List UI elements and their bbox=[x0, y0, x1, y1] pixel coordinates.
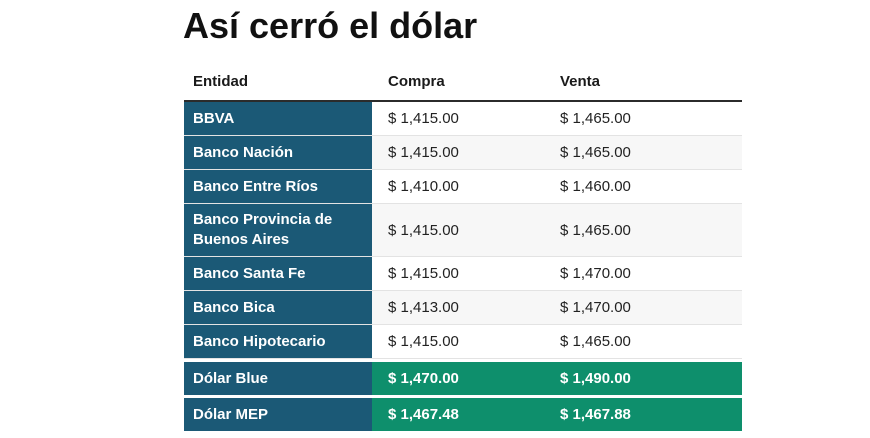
row-buy: $ 1,415.00 bbox=[372, 204, 544, 256]
row-entity: Dólar MEP bbox=[184, 398, 372, 431]
table-header: Entidad Compra Venta bbox=[184, 62, 742, 102]
row-entity: Dólar Blue bbox=[184, 362, 372, 395]
table-row: Banco Hipotecario $ 1,415.00 $ 1,465.00 bbox=[184, 325, 742, 359]
row-entity: Banco Santa Fe bbox=[184, 257, 372, 290]
row-entity: Banco Provincia de Buenos Aires bbox=[184, 204, 372, 256]
row-buy: $ 1,415.00 bbox=[388, 333, 459, 350]
row-entity: Banco Entre Ríos bbox=[184, 170, 372, 203]
table-row: Banco Provincia de Buenos Aires $ 1,415.… bbox=[184, 204, 742, 257]
row-entity: Banco Bica bbox=[184, 291, 372, 324]
row-buy: $ 1,415.00 bbox=[388, 110, 459, 127]
row-sell: $ 1,460.00 bbox=[560, 178, 631, 195]
row-buy: $ 1,415.00 bbox=[372, 136, 544, 169]
header-entity: Entidad bbox=[193, 72, 248, 90]
table-row: Banco Nación $ 1,415.00 $ 1,465.00 bbox=[184, 136, 742, 170]
table-row: BBVA $ 1,415.00 $ 1,465.00 bbox=[184, 102, 742, 136]
row-buy: $ 1,415.00 bbox=[388, 265, 459, 282]
page-title: Así cerró el dólar bbox=[183, 5, 478, 46]
row-sell: $ 1,467.88 bbox=[544, 398, 742, 431]
row-entity: Banco Hipotecario bbox=[184, 325, 372, 358]
row-buy: $ 1,467.48 bbox=[372, 398, 544, 431]
row-sell: $ 1,465.00 bbox=[560, 333, 631, 350]
row-sell: $ 1,490.00 bbox=[544, 362, 742, 395]
table-row-highlight: Dólar Blue $ 1,470.00 $ 1,490.00 bbox=[184, 362, 742, 395]
table-row-highlight: Dólar MEP $ 1,467.48 $ 1,467.88 bbox=[184, 398, 742, 431]
row-buy: $ 1,470.00 bbox=[372, 362, 544, 395]
row-entity: Banco Nación bbox=[184, 136, 372, 169]
row-sell: $ 1,465.00 bbox=[560, 110, 631, 127]
row-sell: $ 1,470.00 bbox=[544, 291, 742, 324]
row-buy: $ 1,410.00 bbox=[388, 178, 459, 195]
row-buy: $ 1,413.00 bbox=[372, 291, 544, 324]
exchange-rate-table: Entidad Compra Venta BBVA $ 1,415.00 $ 1… bbox=[184, 62, 742, 431]
header-buy: Compra bbox=[388, 72, 445, 90]
row-sell: $ 1,465.00 bbox=[544, 204, 742, 256]
row-sell: $ 1,470.00 bbox=[560, 265, 631, 282]
header-sell: Venta bbox=[560, 72, 601, 90]
table-row: Banco Santa Fe $ 1,415.00 $ 1,470.00 bbox=[184, 257, 742, 291]
table-row: Banco Entre Ríos $ 1,410.00 $ 1,460.00 bbox=[184, 170, 742, 204]
row-sell: $ 1,465.00 bbox=[544, 136, 742, 169]
row-entity: BBVA bbox=[184, 102, 372, 135]
table-row: Banco Bica $ 1,413.00 $ 1,470.00 bbox=[184, 291, 742, 325]
